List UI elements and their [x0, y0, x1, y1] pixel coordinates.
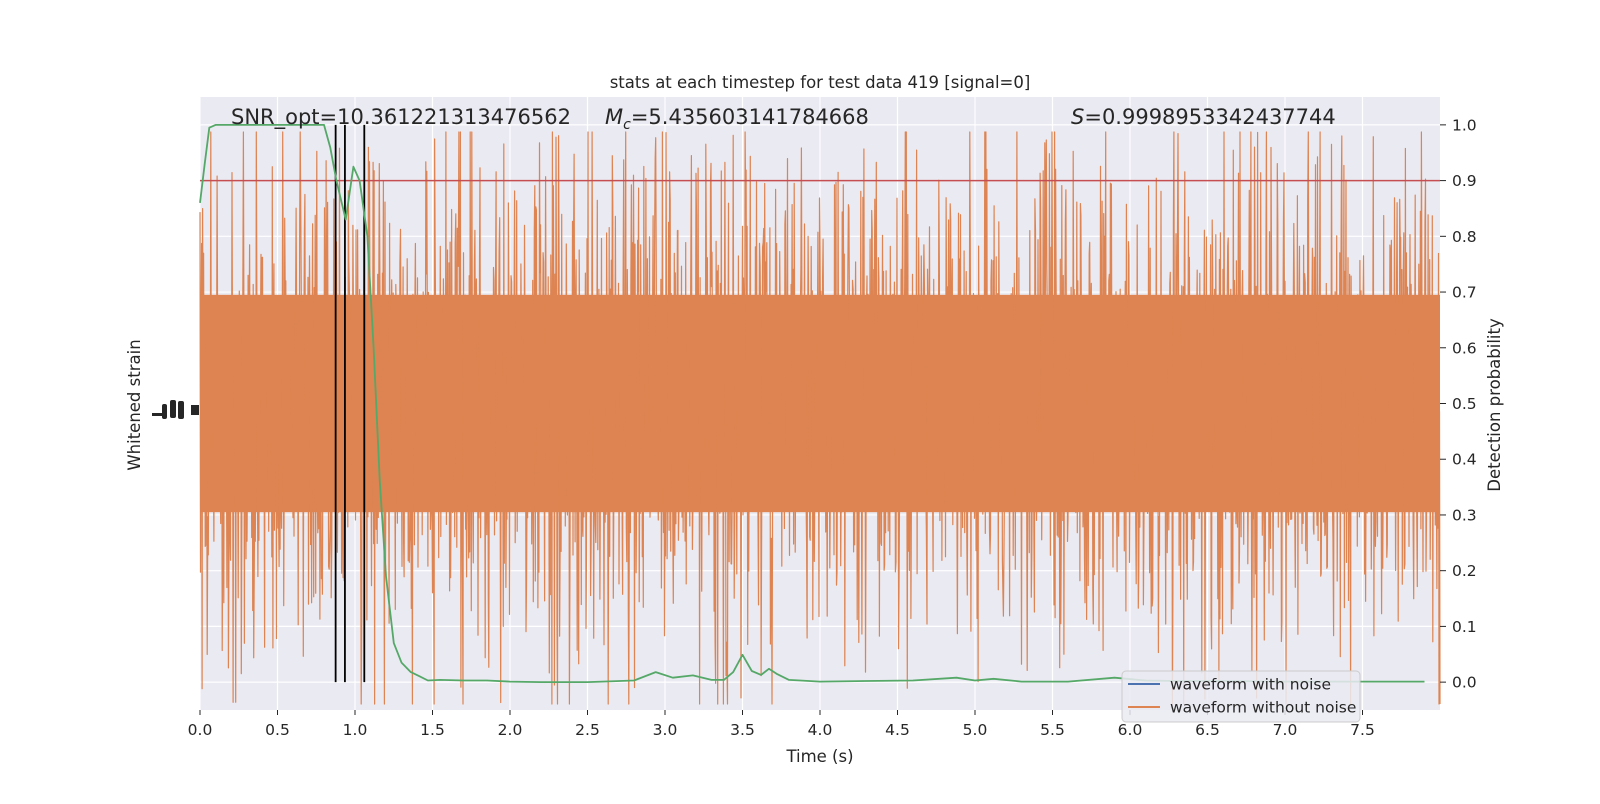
x-tick-label: 7.0: [1273, 721, 1298, 739]
x-tick-label: 2.0: [498, 721, 523, 739]
y-tick-label: 0.1: [1452, 618, 1477, 636]
y-tick-label: 0.8: [1452, 228, 1477, 246]
x-tick-label: 7.5: [1350, 721, 1375, 739]
mc-value: =5.435603141784668: [631, 105, 869, 129]
y-tick-label: 0.3: [1452, 506, 1477, 524]
x-tick-label: 6.5: [1195, 721, 1220, 739]
y-tick-label: 0.9: [1452, 172, 1477, 190]
s-symbol: S: [1071, 105, 1084, 129]
left-axis-overlapping-ticks: [152, 400, 199, 419]
y-axis-label-right: Detection probability: [1485, 318, 1504, 492]
strain-traces: [199, 131, 1441, 705]
legend-box: [1121, 670, 1361, 723]
y-axis-label-left: Whitened strain: [125, 339, 144, 470]
x-tick-label: 3.0: [653, 721, 678, 739]
legend-label-clean: waveform without noise: [1170, 699, 1356, 717]
x-ticks: 0.0 0.5 1.0 1.5 2.0 2.5 3.0 3.5 4.0 4.5 5.0 5.5 6.0 6…: [188, 710, 1375, 739]
y-tick-label: 0.2: [1452, 562, 1477, 580]
x-axis-label: Time (s): [785, 747, 853, 766]
x-tick-label: 4.5: [885, 721, 910, 739]
x-tick-label: 2.5: [575, 721, 600, 739]
x-tick-label: 1.0: [343, 721, 368, 739]
y-ticks-right: 0.0 0.1 0.2 0.3 0.4 0.5 0.6 0.7 0.8 0.9 1.0: [1440, 116, 1477, 692]
y-tick-label: 0.5: [1452, 395, 1477, 413]
x-tick-label: 1.5: [420, 721, 445, 739]
y-tick-label: 0.7: [1452, 284, 1477, 302]
legend-label-noise: waveform with noise: [1170, 676, 1331, 694]
s-value: =0.9998953342437744: [1084, 105, 1335, 129]
legend: waveform with noise waveform without noi…: [1121, 670, 1361, 723]
x-tick-label: 6.0: [1118, 721, 1143, 739]
y-tick-label: 0.4: [1452, 451, 1477, 469]
mc-symbol: M: [605, 105, 623, 129]
mc-subscript: c: [623, 117, 631, 133]
x-tick-label: 0.5: [265, 721, 290, 739]
x-tick-label: 3.5: [730, 721, 755, 739]
x-tick-label: 0.0: [188, 721, 213, 739]
waveform-without-noise-line: [199, 131, 1441, 705]
x-tick-label: 5.0: [963, 721, 988, 739]
snr-annotation: SNR_opt=10.361221313476562: [231, 105, 571, 130]
y-tick-label: 1.0: [1452, 116, 1477, 134]
s-annotation: S=0.9998953342437744: [1071, 105, 1336, 129]
mc-annotation: Mc=5.435603141784668: [605, 105, 869, 133]
x-tick-label: 5.5: [1040, 721, 1065, 739]
y-tick-label: 0.6: [1452, 339, 1477, 357]
y-tick-label: 0.0: [1452, 674, 1477, 692]
x-tick-label: 4.0: [808, 721, 833, 739]
detection-probability-line: [199, 124, 1425, 683]
probability-line: [199, 124, 1425, 683]
chart-title: stats at each timestep for test data 419…: [610, 73, 1031, 92]
